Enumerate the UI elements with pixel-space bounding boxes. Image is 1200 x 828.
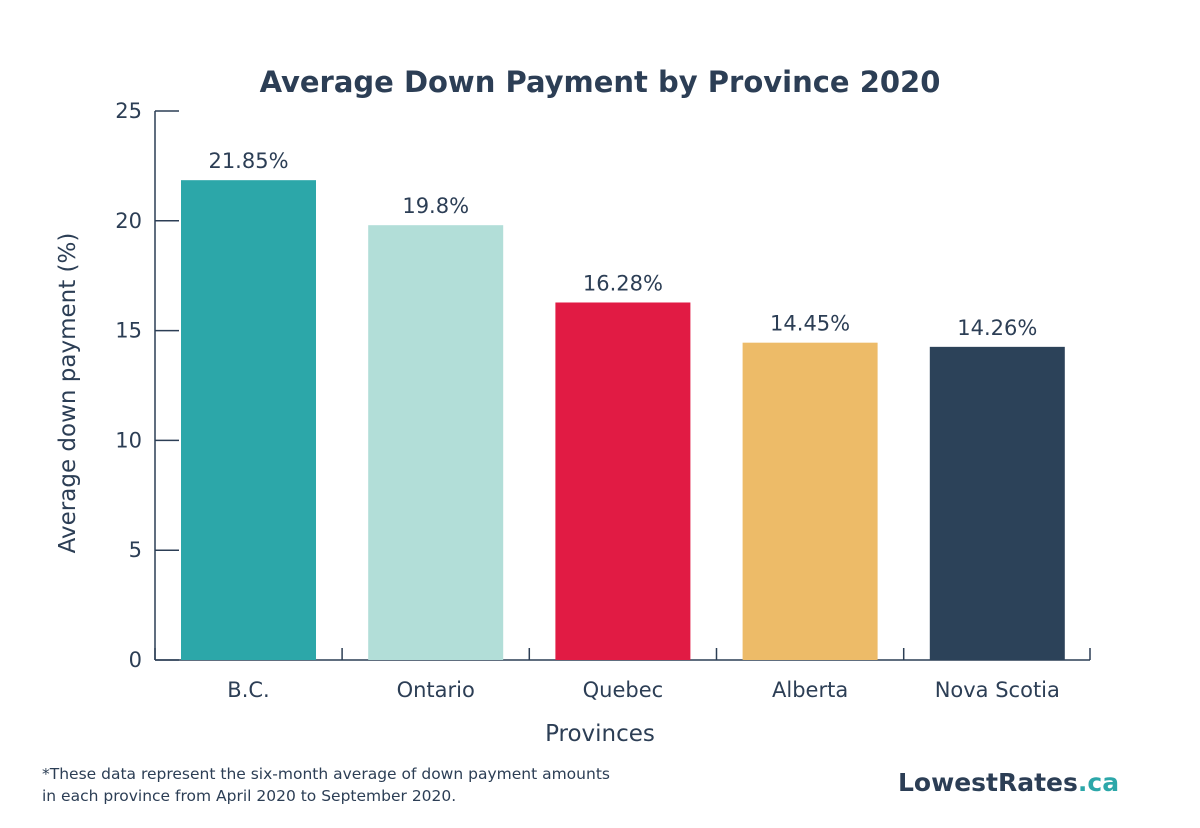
- y-tick-label: 25: [115, 99, 142, 123]
- y-tick-label: 15: [115, 319, 142, 343]
- bar: [181, 180, 316, 660]
- x-tick-label: Alberta: [772, 678, 848, 702]
- data-label: 14.26%: [957, 316, 1037, 340]
- logo-main-text: LowestRates: [898, 768, 1078, 797]
- bar: [742, 342, 878, 660]
- footnote-line-1: *These data represent the six-month aver…: [42, 765, 610, 783]
- data-label: 16.28%: [583, 271, 663, 295]
- lowestrates-logo: LowestRates.ca: [898, 768, 1119, 797]
- data-label: 21.85%: [208, 149, 288, 173]
- bar: [929, 346, 1065, 660]
- x-tick-label: B.C.: [227, 678, 269, 702]
- y-axis-label: Average down payment (%): [55, 233, 81, 554]
- x-axis-label: Provinces: [545, 721, 655, 747]
- footnote: *These data represent the six-month aver…: [42, 763, 610, 807]
- data-label: 19.8%: [402, 194, 469, 218]
- data-label: 14.45%: [770, 312, 850, 336]
- chart-title: Average Down Payment by Province 2020: [260, 65, 941, 99]
- bar: [368, 225, 504, 660]
- labels-group: 21.85% B.C. 19.8% Ontario 16.28% Quebec 14.45%…: [208, 149, 1059, 702]
- y-tick-label: 10: [115, 428, 142, 452]
- y-tick-label: 5: [129, 538, 142, 562]
- x-tick-label: Nova Scotia: [935, 678, 1060, 702]
- logo-tld-text: .ca: [1077, 768, 1120, 797]
- x-tick-label: Ontario: [397, 678, 475, 702]
- footnote-line-2: in each province from April 2020 to Sept…: [42, 787, 457, 805]
- bars-group: [181, 180, 1065, 660]
- y-tick-label: 0: [129, 648, 142, 672]
- bar: [555, 302, 691, 660]
- y-tick-label: 20: [115, 209, 142, 233]
- x-tick-label: Quebec: [583, 678, 664, 702]
